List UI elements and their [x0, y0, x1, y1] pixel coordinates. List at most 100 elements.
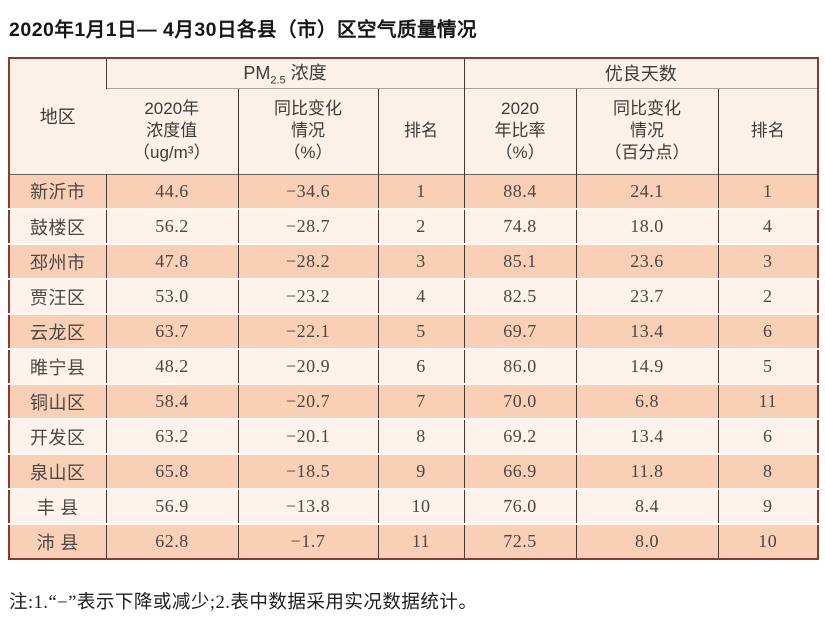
header-region: 地区 — [9, 58, 106, 174]
header-line: （ug/m³） — [133, 143, 211, 163]
cell-pm-rank: 3 — [377, 244, 465, 279]
header-line: （%） — [283, 143, 333, 163]
table-row: 鼓楼区 56.2 −28.7 2 74.8 18.0 4 — [9, 209, 819, 244]
cell-good-change: 6.8 — [575, 384, 719, 419]
cell-good-change: 13.4 — [575, 314, 719, 349]
header-line: 情况 — [630, 120, 665, 140]
cell-region: 邳州市 — [9, 244, 106, 279]
header-sub-row: 2020年 浓度值 （ug/m³） 同比变化 情况 （%） 排名 2020 年比… — [9, 87, 819, 174]
cell-pm-value: 62.8 — [105, 524, 238, 559]
cell-good-rank: 5 — [717, 349, 819, 384]
cell-good-rate: 88.4 — [463, 174, 577, 209]
cell-pm-change: −34.6 — [237, 174, 378, 209]
cell-good-rate: 69.7 — [463, 314, 577, 349]
air-quality-table: 地区 PM2.5 浓度 优良天数 2020年 浓度值 （ug/m³） 同比变化 … — [8, 57, 820, 560]
cell-good-rank: 8 — [717, 454, 819, 489]
cell-pm-change: −18.5 — [237, 454, 378, 489]
cell-pm-value: 56.2 — [105, 209, 238, 244]
cell-pm-value: 53.0 — [105, 279, 238, 314]
cell-region: 云龙区 — [9, 314, 106, 349]
cell-pm-rank: 2 — [377, 209, 465, 244]
pm-label: PM — [243, 63, 271, 84]
table-row: 邳州市 47.8 −28.2 3 85.1 23.6 3 — [9, 244, 819, 279]
pm-concentration-label: 浓度 — [285, 63, 327, 84]
cell-good-rate: 82.5 — [463, 279, 577, 314]
cell-pm-value: 65.8 — [105, 454, 238, 489]
cell-region: 贾汪区 — [9, 279, 106, 314]
cell-pm-change: −1.7 — [237, 524, 378, 559]
cell-pm-change: −20.1 — [237, 419, 378, 454]
table-header: 地区 PM2.5 浓度 优良天数 2020年 浓度值 （ug/m³） 同比变化 … — [9, 58, 819, 174]
cell-pm-change: −23.2 — [237, 279, 378, 314]
page-title: 2020年1月1日— 4月30日各县（市）区空气质量情况 — [9, 19, 478, 41]
header-line: 同比变化 — [613, 98, 682, 118]
cell-good-rank: 6 — [717, 419, 819, 454]
table-row: 开发区 63.2 −20.1 8 69.2 13.4 6 — [9, 419, 819, 454]
cell-pm-value: 63.7 — [105, 314, 238, 349]
cell-pm-change: −28.7 — [237, 209, 378, 244]
cell-pm-change: −22.1 — [237, 314, 378, 349]
header-line: （%） — [495, 143, 545, 163]
cell-pm-value: 63.2 — [105, 419, 238, 454]
cell-good-rank: 4 — [717, 209, 819, 244]
cell-good-rank: 6 — [717, 314, 819, 349]
header-line: 浓度值 — [146, 120, 198, 140]
header-pm-rank: 排名 — [377, 87, 465, 174]
cell-pm-value: 48.2 — [105, 349, 238, 384]
table-row: 睢宁县 48.2 −20.9 6 86.0 14.9 5 — [9, 349, 819, 384]
header-good-rank: 排名 — [717, 87, 819, 174]
header-line: 情况 — [291, 120, 325, 140]
table-row: 贾汪区 53.0 −23.2 4 82.5 23.7 2 — [9, 279, 819, 314]
table-row: 云龙区 63.7 −22.1 5 69.7 13.4 6 — [9, 314, 819, 349]
cell-region: 鼓楼区 — [9, 209, 106, 244]
cell-good-rate: 76.0 — [463, 489, 577, 524]
cell-good-rank: 1 — [717, 174, 819, 209]
header-line: 2020 — [501, 98, 539, 118]
cell-good-change: 24.1 — [575, 174, 719, 209]
cell-pm-rank: 11 — [377, 524, 465, 559]
table-row: 泉山区 65.8 −18.5 9 66.9 11.8 8 — [9, 454, 819, 489]
cell-pm-change: −28.2 — [237, 244, 378, 279]
cell-good-change: 23.6 — [575, 244, 719, 279]
table-row: 丰 县 56.9 −13.8 10 76.0 8.4 9 — [9, 489, 819, 524]
header-line: （百分点） — [604, 143, 690, 163]
cell-good-change: 14.9 — [575, 349, 719, 384]
cell-good-rank: 10 — [717, 524, 819, 559]
cell-pm-value: 56.9 — [105, 489, 238, 524]
table-row: 铜山区 58.4 −20.7 7 70.0 6.8 11 — [9, 384, 819, 419]
pm-subscript: 2.5 — [270, 75, 286, 88]
header-pm-change: 同比变化 情况 （%） — [237, 87, 378, 174]
cell-good-rank: 11 — [717, 384, 819, 419]
header-good-rate: 2020 年比率 （%） — [463, 87, 577, 174]
header-pm-value: 2020年 浓度值 （ug/m³） — [106, 87, 238, 174]
cell-pm-rank: 5 — [377, 314, 465, 349]
cell-good-rate: 70.0 — [463, 384, 577, 419]
cell-good-rank: 2 — [717, 279, 819, 314]
table-row: 新沂市 44.6 −34.6 1 88.4 24.1 1 — [9, 174, 819, 209]
table-body: 新沂市 44.6 −34.6 1 88.4 24.1 1 鼓楼区 56.2 −2… — [9, 174, 819, 559]
cell-good-rate: 66.9 — [463, 454, 577, 489]
cell-good-change: 8.0 — [575, 524, 719, 559]
header-good-change: 同比变化 情况 （百分点） — [575, 87, 719, 174]
cell-pm-value: 58.4 — [105, 384, 238, 419]
cell-pm-rank: 7 — [377, 384, 465, 419]
cell-good-rank: 9 — [717, 489, 819, 524]
cell-region: 丰 县 — [9, 489, 106, 524]
cell-region: 铜山区 — [9, 384, 106, 419]
header-line: 年比率 — [494, 120, 546, 140]
cell-pm-rank: 4 — [377, 279, 465, 314]
cell-region: 沛 县 — [9, 524, 106, 559]
header-pm25-group: PM2.5 浓度 — [105, 58, 465, 88]
header-group-row: 地区 PM2.5 浓度 优良天数 — [9, 58, 819, 174]
cell-good-rate: 69.2 — [463, 419, 577, 454]
cell-good-change: 8.4 — [575, 489, 719, 524]
header-line: 同比变化 — [274, 98, 342, 118]
table-row: 沛 县 62.8 −1.7 11 72.5 8.0 10 — [9, 524, 819, 559]
cell-pm-rank: 10 — [377, 489, 465, 524]
cell-region: 新沂市 — [9, 174, 106, 209]
cell-good-rate: 74.8 — [463, 209, 577, 244]
cell-pm-rank: 6 — [377, 349, 465, 384]
header-line: 2020年 — [144, 98, 200, 118]
cell-good-change: 11.8 — [575, 454, 719, 489]
